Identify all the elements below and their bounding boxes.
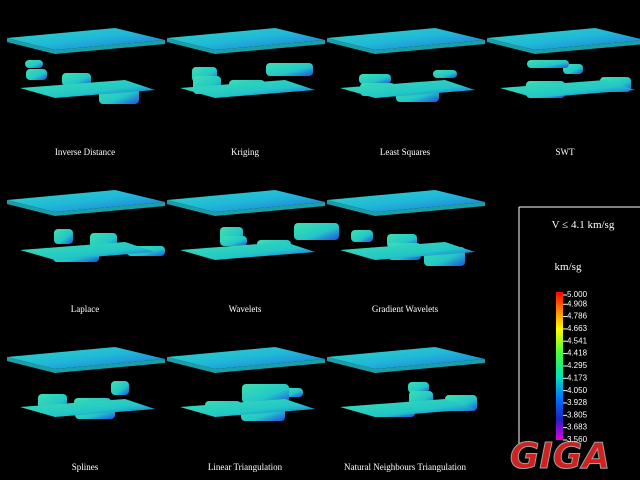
- render-base: [20, 80, 155, 98]
- colorbar-tick-label: 3.928: [567, 398, 588, 407]
- render-blob: [242, 384, 289, 403]
- render-blob: [111, 381, 129, 395]
- colorbar-tick-label: 4.786: [567, 312, 588, 321]
- colorbar-tick-label: 3.683: [567, 423, 588, 432]
- render-blob: [351, 230, 373, 242]
- colorbar-tick-label: 4.173: [567, 373, 588, 382]
- render-slab: [327, 190, 485, 212]
- render-slab: [167, 190, 325, 212]
- render-slab-edge: [7, 357, 165, 373]
- render-blob: [26, 69, 47, 80]
- render-slab-edge: [7, 38, 165, 54]
- render-blob: [62, 73, 91, 86]
- panel-label: Splines: [72, 462, 99, 472]
- legend-title: V ≤ 4.1 km/sg: [552, 219, 615, 231]
- render-slab-edge: [327, 200, 485, 216]
- panel-label: SWT: [556, 147, 576, 157]
- render-slab-edge: [167, 38, 325, 54]
- render-slab-edge: [7, 200, 165, 216]
- render-base: [180, 242, 315, 260]
- panel-label: Inverse Distance: [55, 147, 115, 157]
- colorbar-tick-label: 4.663: [567, 324, 588, 333]
- render-base: [20, 399, 155, 417]
- render-slab: [7, 347, 165, 369]
- render-base: [500, 80, 635, 98]
- render-base: [180, 80, 315, 98]
- legend-unit: km/sg: [555, 261, 582, 273]
- panel-label: Laplace: [71, 304, 99, 314]
- render-blob: [359, 74, 391, 84]
- render-slab-edge: [167, 200, 325, 216]
- render-base: [180, 399, 315, 417]
- panel-label: Gradient Wavelets: [372, 304, 439, 314]
- panel-label: Kriging: [231, 147, 259, 157]
- render-base: [20, 242, 155, 260]
- colorbar-tick-label: 4.541: [567, 336, 588, 345]
- render-base: [340, 242, 475, 260]
- render-slab-edge: [327, 38, 485, 54]
- render-blob: [408, 382, 429, 393]
- render-slab: [167, 28, 325, 50]
- colorbar-tick-label: 4.295: [567, 361, 588, 370]
- colorbar-tick-label: 4.418: [567, 349, 588, 358]
- render-blob: [294, 223, 339, 240]
- render-blob: [266, 63, 313, 76]
- render-slab: [327, 347, 485, 369]
- render-slab: [167, 347, 325, 369]
- render-slab-edge: [167, 357, 325, 373]
- render-slab-edge: [487, 38, 640, 54]
- colorbar-tick-label: 5.000: [567, 290, 588, 299]
- colorbar-tick-label: 4.908: [567, 299, 588, 308]
- render-slab: [7, 28, 165, 50]
- render-slab-edge: [327, 357, 485, 373]
- render-slab: [487, 28, 640, 50]
- render-blob: [527, 60, 569, 68]
- panel-label: Wavelets: [229, 304, 262, 314]
- panel-label: Least Squares: [380, 147, 431, 157]
- panel-label: Natural Neighbours Triangulation: [344, 462, 466, 472]
- logo: GIGA: [510, 436, 610, 477]
- render-slab: [7, 190, 165, 212]
- render-blob: [433, 70, 457, 78]
- colorbar-tick-label: 3.560: [567, 435, 588, 444]
- panel-label: Linear Triangulation: [208, 462, 283, 472]
- render-blob: [221, 236, 247, 246]
- legend-frame: [518, 206, 640, 445]
- render-blob: [25, 60, 43, 68]
- colorbar: [556, 292, 563, 440]
- render-slab: [327, 28, 485, 50]
- colorbar-tick-label: 4.050: [567, 386, 588, 395]
- render-blob: [54, 229, 73, 244]
- render-base: [340, 399, 475, 417]
- colorbar-tick-label: 3.805: [567, 410, 588, 419]
- render-base: [340, 80, 475, 98]
